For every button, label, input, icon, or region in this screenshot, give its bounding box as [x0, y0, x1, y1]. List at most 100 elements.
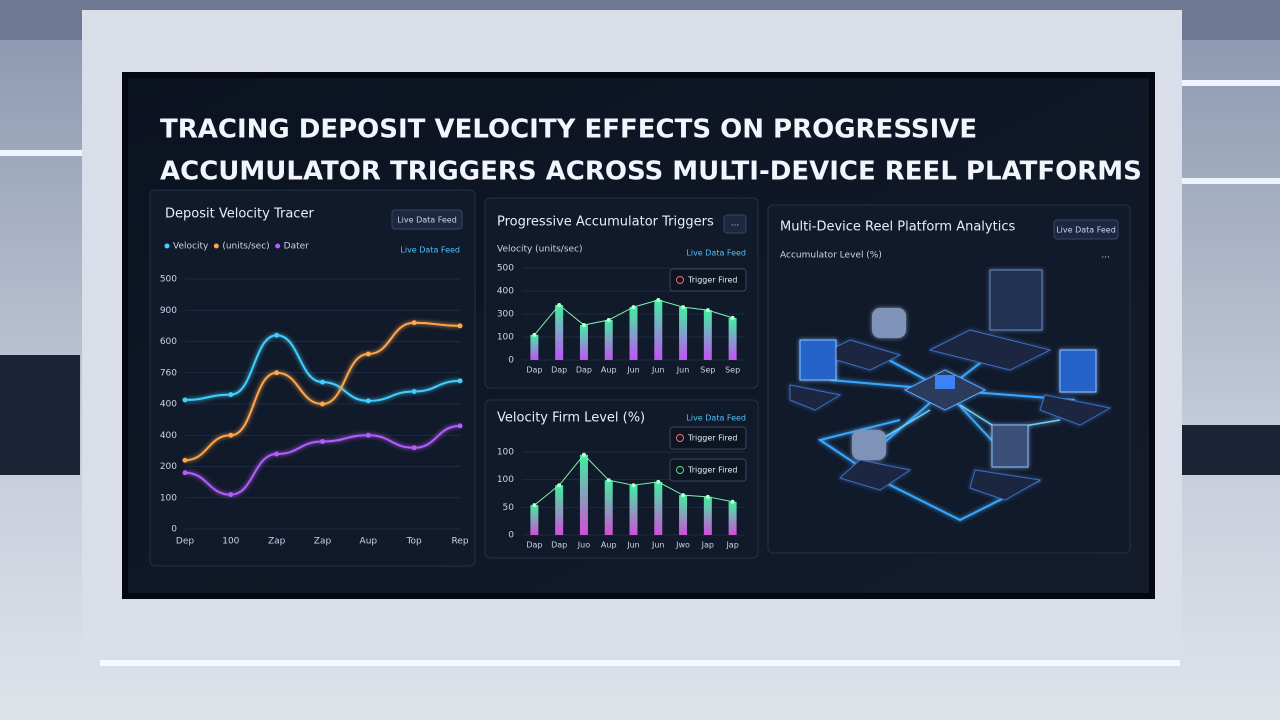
point: [705, 308, 710, 313]
x-tick-label: Rep: [451, 537, 468, 547]
point: [274, 332, 280, 338]
bar: [579, 454, 588, 535]
panel-title: Velocity Firm Level (%): [497, 411, 645, 426]
legend-swatch: [275, 243, 281, 249]
bar: [679, 307, 688, 360]
point: [182, 470, 188, 476]
y-tick-label: 400: [160, 400, 177, 410]
reel-device: [852, 430, 886, 460]
x-tick-label: Juo: [577, 541, 590, 550]
bar: [728, 317, 737, 360]
light: [0, 150, 82, 156]
badge: Live Data Feed: [686, 249, 746, 258]
x-tick-label: Dap: [526, 541, 542, 550]
point: [320, 439, 325, 444]
point: [457, 423, 463, 429]
point: [457, 378, 463, 384]
point: [581, 323, 586, 328]
x-tick-label: Dep: [176, 537, 194, 547]
x-tick-label: Sep: [725, 366, 740, 375]
y-axis-label: Velocity (units/sec): [497, 245, 583, 255]
bar: [629, 485, 638, 535]
x-tick-label: Aup: [360, 537, 378, 547]
x-tick-label: Zap: [268, 537, 286, 547]
main-title: TRACING DEPOSIT VELOCITY EFFECTS ON PROG…: [160, 115, 977, 145]
bar: [555, 485, 564, 535]
point: [631, 305, 636, 310]
menu: ...: [1101, 251, 1110, 261]
bar: [579, 325, 588, 360]
y-tick-label: 900: [160, 306, 177, 316]
y-tick-label: 300: [497, 310, 514, 320]
point: [365, 398, 371, 404]
light: [1182, 80, 1280, 86]
x-tick-label: Jap: [701, 541, 714, 550]
bar: [555, 305, 564, 360]
annotation-box: [669, 426, 747, 450]
legend-swatch: [164, 243, 170, 249]
x-tick-label: Jun: [626, 541, 640, 550]
desktop: [989, 269, 1043, 331]
badge: Live Data Feed: [397, 216, 457, 225]
hub: [903, 369, 987, 411]
point: [274, 451, 280, 457]
y-tick-label: 0: [171, 525, 177, 535]
annotation-icon: [676, 276, 684, 284]
x-tick-label: Dap: [551, 541, 567, 550]
point: [182, 457, 188, 463]
menu: ...: [731, 219, 740, 229]
y-tick-label: 0: [508, 356, 514, 366]
x-tick-label: Sep: [700, 366, 715, 375]
point: [411, 320, 417, 326]
badge-box: [1053, 219, 1119, 240]
tablet: [991, 424, 1029, 468]
y-tick-label: 100: [497, 333, 514, 343]
legend-label: Dater: [284, 242, 310, 252]
x-tick-label: Top: [406, 537, 422, 547]
main-title: ACCUMULATOR TRIGGERS ACROSS MULTI-DEVICE…: [160, 157, 1142, 187]
laptop: [1059, 349, 1097, 393]
point: [228, 492, 234, 498]
point: [411, 445, 417, 451]
panel-title: Deposit Velocity Tracer: [165, 207, 314, 222]
y-tick-label: 500: [160, 275, 177, 285]
legend-swatch: [213, 243, 219, 249]
light: [1182, 178, 1280, 184]
point: [681, 305, 686, 310]
x-tick-label: Aup: [601, 366, 617, 375]
laptop: [799, 339, 837, 381]
x-tick-label: Aup: [601, 541, 617, 550]
y-tick-label: 0: [508, 531, 514, 541]
x-tick-label: Jun: [651, 366, 665, 375]
point: [274, 370, 280, 376]
point: [228, 392, 234, 398]
legend-label: (units/sec): [222, 242, 269, 252]
bar: [629, 307, 638, 360]
point: [606, 478, 611, 483]
x-tick-label: Dap: [551, 366, 567, 375]
floor-light: [100, 660, 1180, 666]
bar: [654, 481, 663, 535]
annotation-icon: [676, 466, 684, 474]
side-monitor: [1182, 425, 1280, 475]
x-tick-label: 100: [222, 537, 239, 547]
bar: [703, 310, 712, 360]
bar: [728, 501, 737, 535]
annotation: Trigger Fired: [687, 466, 738, 475]
device-base: [839, 459, 912, 491]
point: [656, 297, 661, 302]
x-tick-label: Dap: [576, 366, 592, 375]
panel-title: Progressive Accumulator Triggers: [497, 215, 714, 230]
legend-label: Velocity: [173, 242, 209, 252]
point: [228, 432, 234, 438]
network-illustration: [789, 269, 1112, 522]
point: [581, 452, 586, 457]
x-tick-label: Zap: [314, 537, 332, 547]
diagram-subtitle: Accumulator Level (%): [780, 251, 882, 261]
point: [457, 323, 463, 329]
point: [681, 493, 686, 498]
reel-device: [872, 308, 906, 338]
x-tick-label: Jun: [651, 541, 665, 550]
bar: [604, 480, 613, 535]
